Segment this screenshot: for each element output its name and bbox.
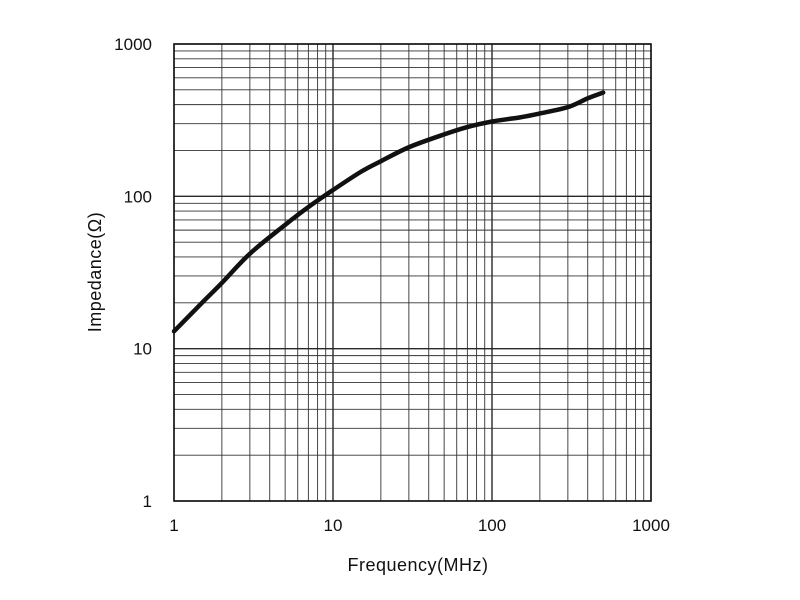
x-axis-ticks: 1 10 100 1000	[169, 516, 670, 535]
x-tick-label: 1000	[632, 516, 670, 535]
grid	[173, 43, 652, 502]
impedance-curve	[171, 90, 606, 334]
x-axis-label: Frequency(MHz)	[347, 555, 488, 575]
y-axis-ticks: 1 10 100 1000	[114, 35, 152, 511]
x-tick-label: 1	[169, 516, 178, 535]
y-tick-label: 100	[124, 187, 152, 206]
x-tick-label: 10	[324, 516, 343, 535]
y-tick-label: 1	[143, 492, 152, 511]
y-axis-label: Impedance(Ω)	[85, 212, 105, 333]
series-layer	[171, 90, 606, 334]
plot-frame	[173, 43, 652, 502]
x-tick-label: 100	[478, 516, 506, 535]
y-tick-label: 1000	[114, 35, 152, 54]
y-tick-label: 10	[133, 340, 152, 359]
